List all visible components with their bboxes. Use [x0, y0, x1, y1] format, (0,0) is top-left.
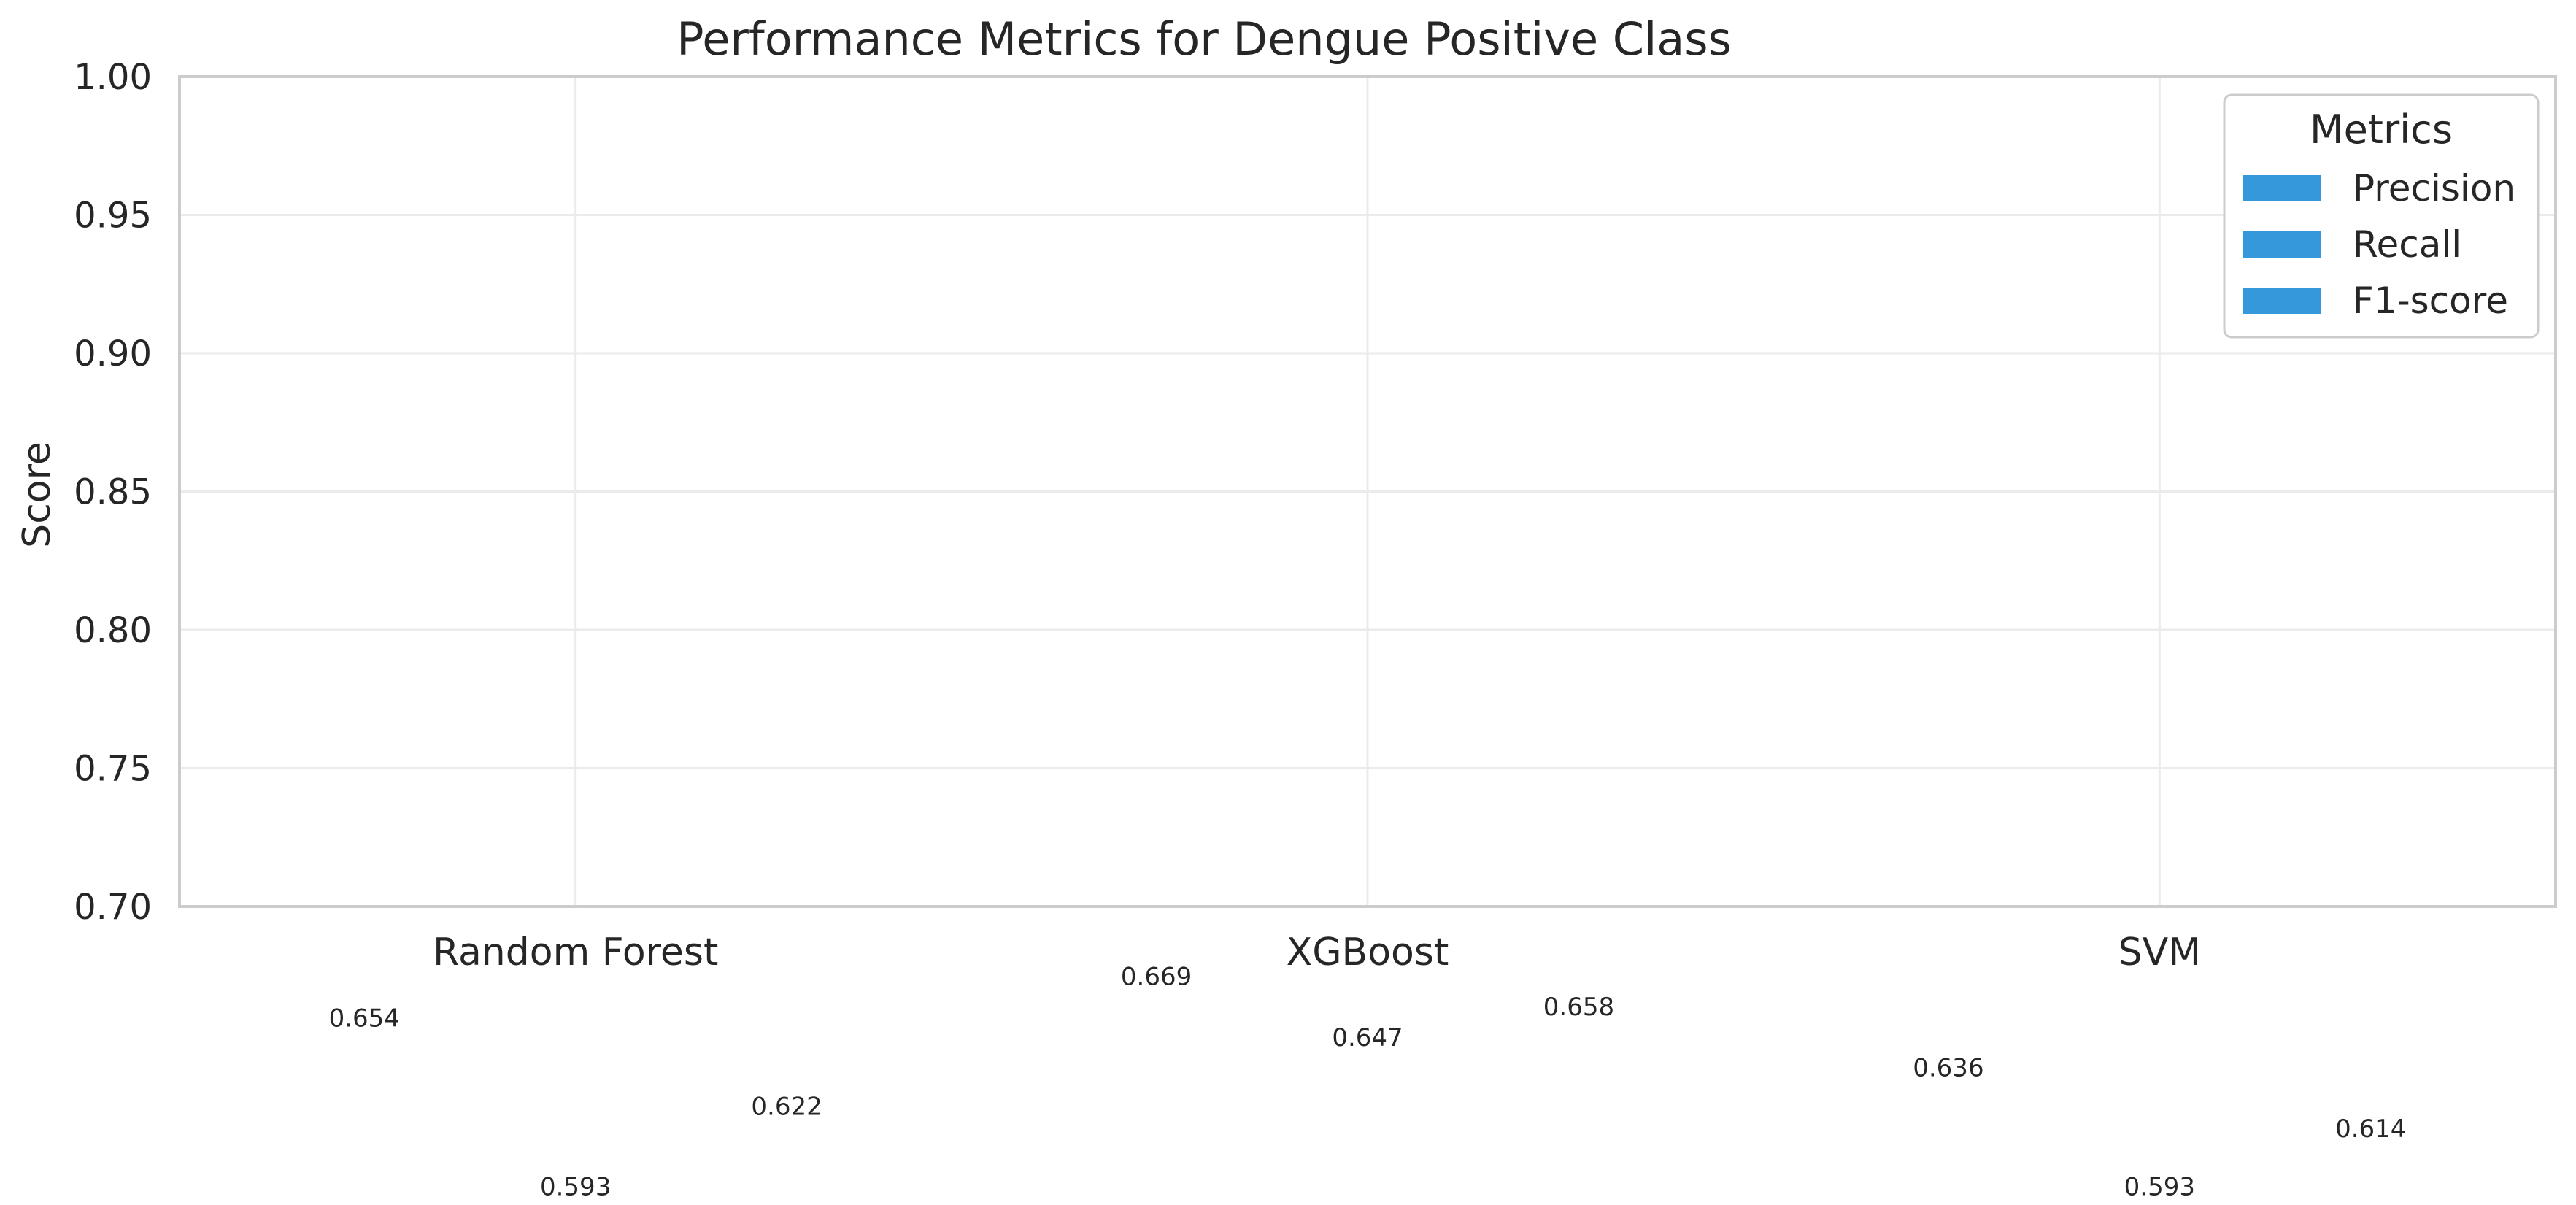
- y-tick-label: 1.00: [74, 57, 152, 98]
- y-tick-label: 0.95: [74, 196, 152, 236]
- y-tick-label: 0.85: [74, 472, 152, 513]
- legend-swatch: [2243, 231, 2321, 258]
- bar-value-label: 0.636: [1913, 1054, 1983, 1083]
- bar-value-label: 0.593: [540, 1173, 611, 1202]
- legend: Metrics Precision Recall F1-score: [2223, 93, 2540, 339]
- bar-value-label: 0.647: [1332, 1023, 1403, 1052]
- plot-area-frame: [178, 75, 2557, 908]
- data-labels: 0.654 0.669 0.636 0.593 0.647 0.593 0.622 0.658…: [329, 962, 2407, 1201]
- legend-swatch: [2243, 175, 2321, 201]
- chart-title: Performance Metrics for Dengue Positive …: [676, 12, 1732, 66]
- x-category-label: Random Forest: [433, 931, 718, 974]
- bar-value-label: 0.593: [2124, 1173, 2195, 1202]
- legend-entry-label: Precision: [2353, 167, 2515, 209]
- y-axis-label: Score: [15, 442, 59, 548]
- legend-entry-label: Recall: [2353, 223, 2461, 266]
- legend-entry-label: F1-score: [2353, 280, 2508, 322]
- x-category-label: SVM: [2118, 931, 2201, 974]
- y-tick-label: 0.75: [74, 749, 152, 790]
- x-axis-categories: Random Forest XGBoost SVM: [433, 931, 2201, 974]
- x-category-label: XGBoost: [1287, 931, 1449, 974]
- bar-value-label: 0.614: [2335, 1114, 2406, 1144]
- legend-box: [2223, 93, 2540, 339]
- y-tick-label: 0.70: [74, 887, 152, 928]
- y-tick-label: 0.90: [74, 334, 152, 374]
- y-tick-label: 0.80: [74, 610, 152, 651]
- legend-swatch: [2243, 288, 2321, 314]
- grid: [180, 75, 2556, 908]
- bar-value-label: 0.654: [329, 1004, 400, 1033]
- bar-value-label: 0.669: [1121, 962, 1192, 991]
- bar-value-label: 0.658: [1543, 993, 1614, 1022]
- bar-value-label: 0.622: [751, 1093, 822, 1122]
- y-axis-ticks: 0.70 0.75 0.80 0.85 0.90 0.95 1.00: [74, 57, 152, 928]
- legend-title: Metrics: [2310, 107, 2453, 153]
